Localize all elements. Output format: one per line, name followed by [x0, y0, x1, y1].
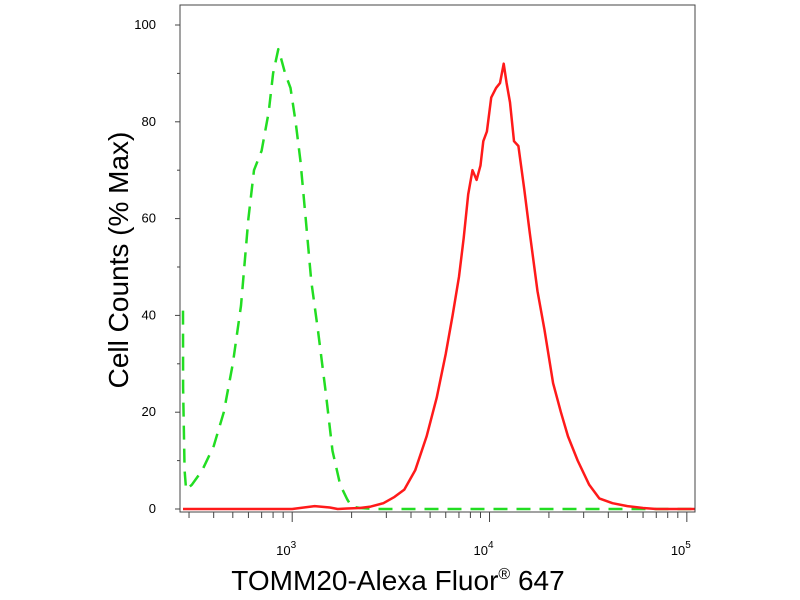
y-tick-label: 40 [142, 307, 156, 322]
y-axis-title: Cell Counts (% Max) [103, 132, 134, 389]
y-tick-label: 20 [142, 404, 156, 419]
x-tick-label: 103 [276, 540, 296, 558]
y-tick-label: 0 [149, 501, 156, 516]
x-axis-title-suffix: 647 [510, 565, 565, 596]
y-axis: 0 20 40 60 80 100 [134, 17, 180, 516]
x-axis: 103 104 105 [188, 512, 691, 558]
series-line-1 [181, 47, 695, 511]
y-tick-label: 60 [142, 211, 156, 226]
plot-frame [179, 4, 696, 513]
series-line-2 [183, 62, 695, 511]
series-curves [181, 47, 695, 511]
x-tick-label: 104 [474, 540, 494, 558]
x-axis-title-registered: ® [498, 566, 510, 583]
x-axis-title-main: TOMM20-Alexa Fluor [231, 565, 498, 596]
x-axis-title: TOMM20-Alexa Fluor® 647 [231, 565, 564, 596]
y-tick-label: 80 [142, 114, 156, 129]
y-tick-label: 100 [134, 17, 156, 32]
x-tick-label: 105 [671, 540, 691, 558]
